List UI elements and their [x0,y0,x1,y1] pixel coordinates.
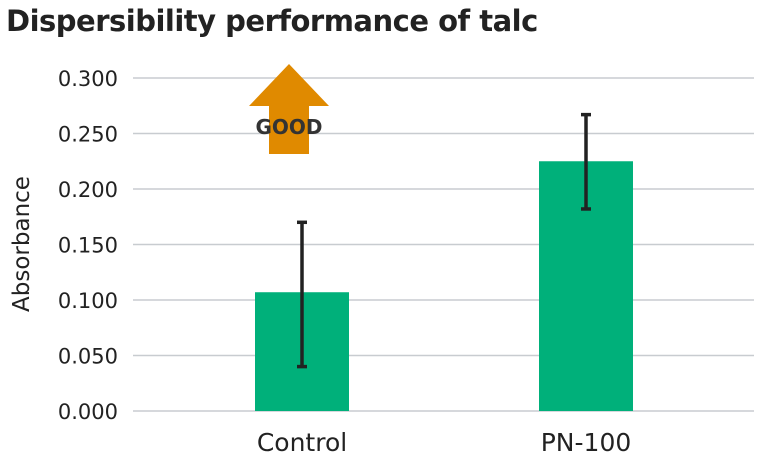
y-tick-label: 0.300 [58,67,118,91]
good-annotation: GOOD [249,64,329,154]
gridlines [133,77,754,412]
chart-title: Dispersibility performance of talc [6,4,538,38]
error-bar [581,112,591,211]
y-tick-label: 0.050 [58,345,118,369]
y-tick-labels: 0.000 0.050 0.100 0.150 0.200 0.250 0.300 [58,67,118,424]
up-arrow-icon [249,64,329,154]
y-tick-label: 0.250 [58,123,118,147]
error-bars [297,112,591,369]
category-label: Control [257,428,347,457]
bars [255,161,633,411]
error-bar [297,220,307,369]
y-tick-label: 0.200 [58,178,118,202]
y-tick-label: 0.100 [58,289,118,313]
y-axis-title: Absorbance [9,176,35,312]
y-tick-label: 0.000 [58,400,118,424]
good-label: GOOD [255,115,322,139]
category-label: PN-100 [541,428,632,457]
y-tick-label: 0.150 [58,234,118,258]
category-labels: Control PN-100 [257,428,631,457]
